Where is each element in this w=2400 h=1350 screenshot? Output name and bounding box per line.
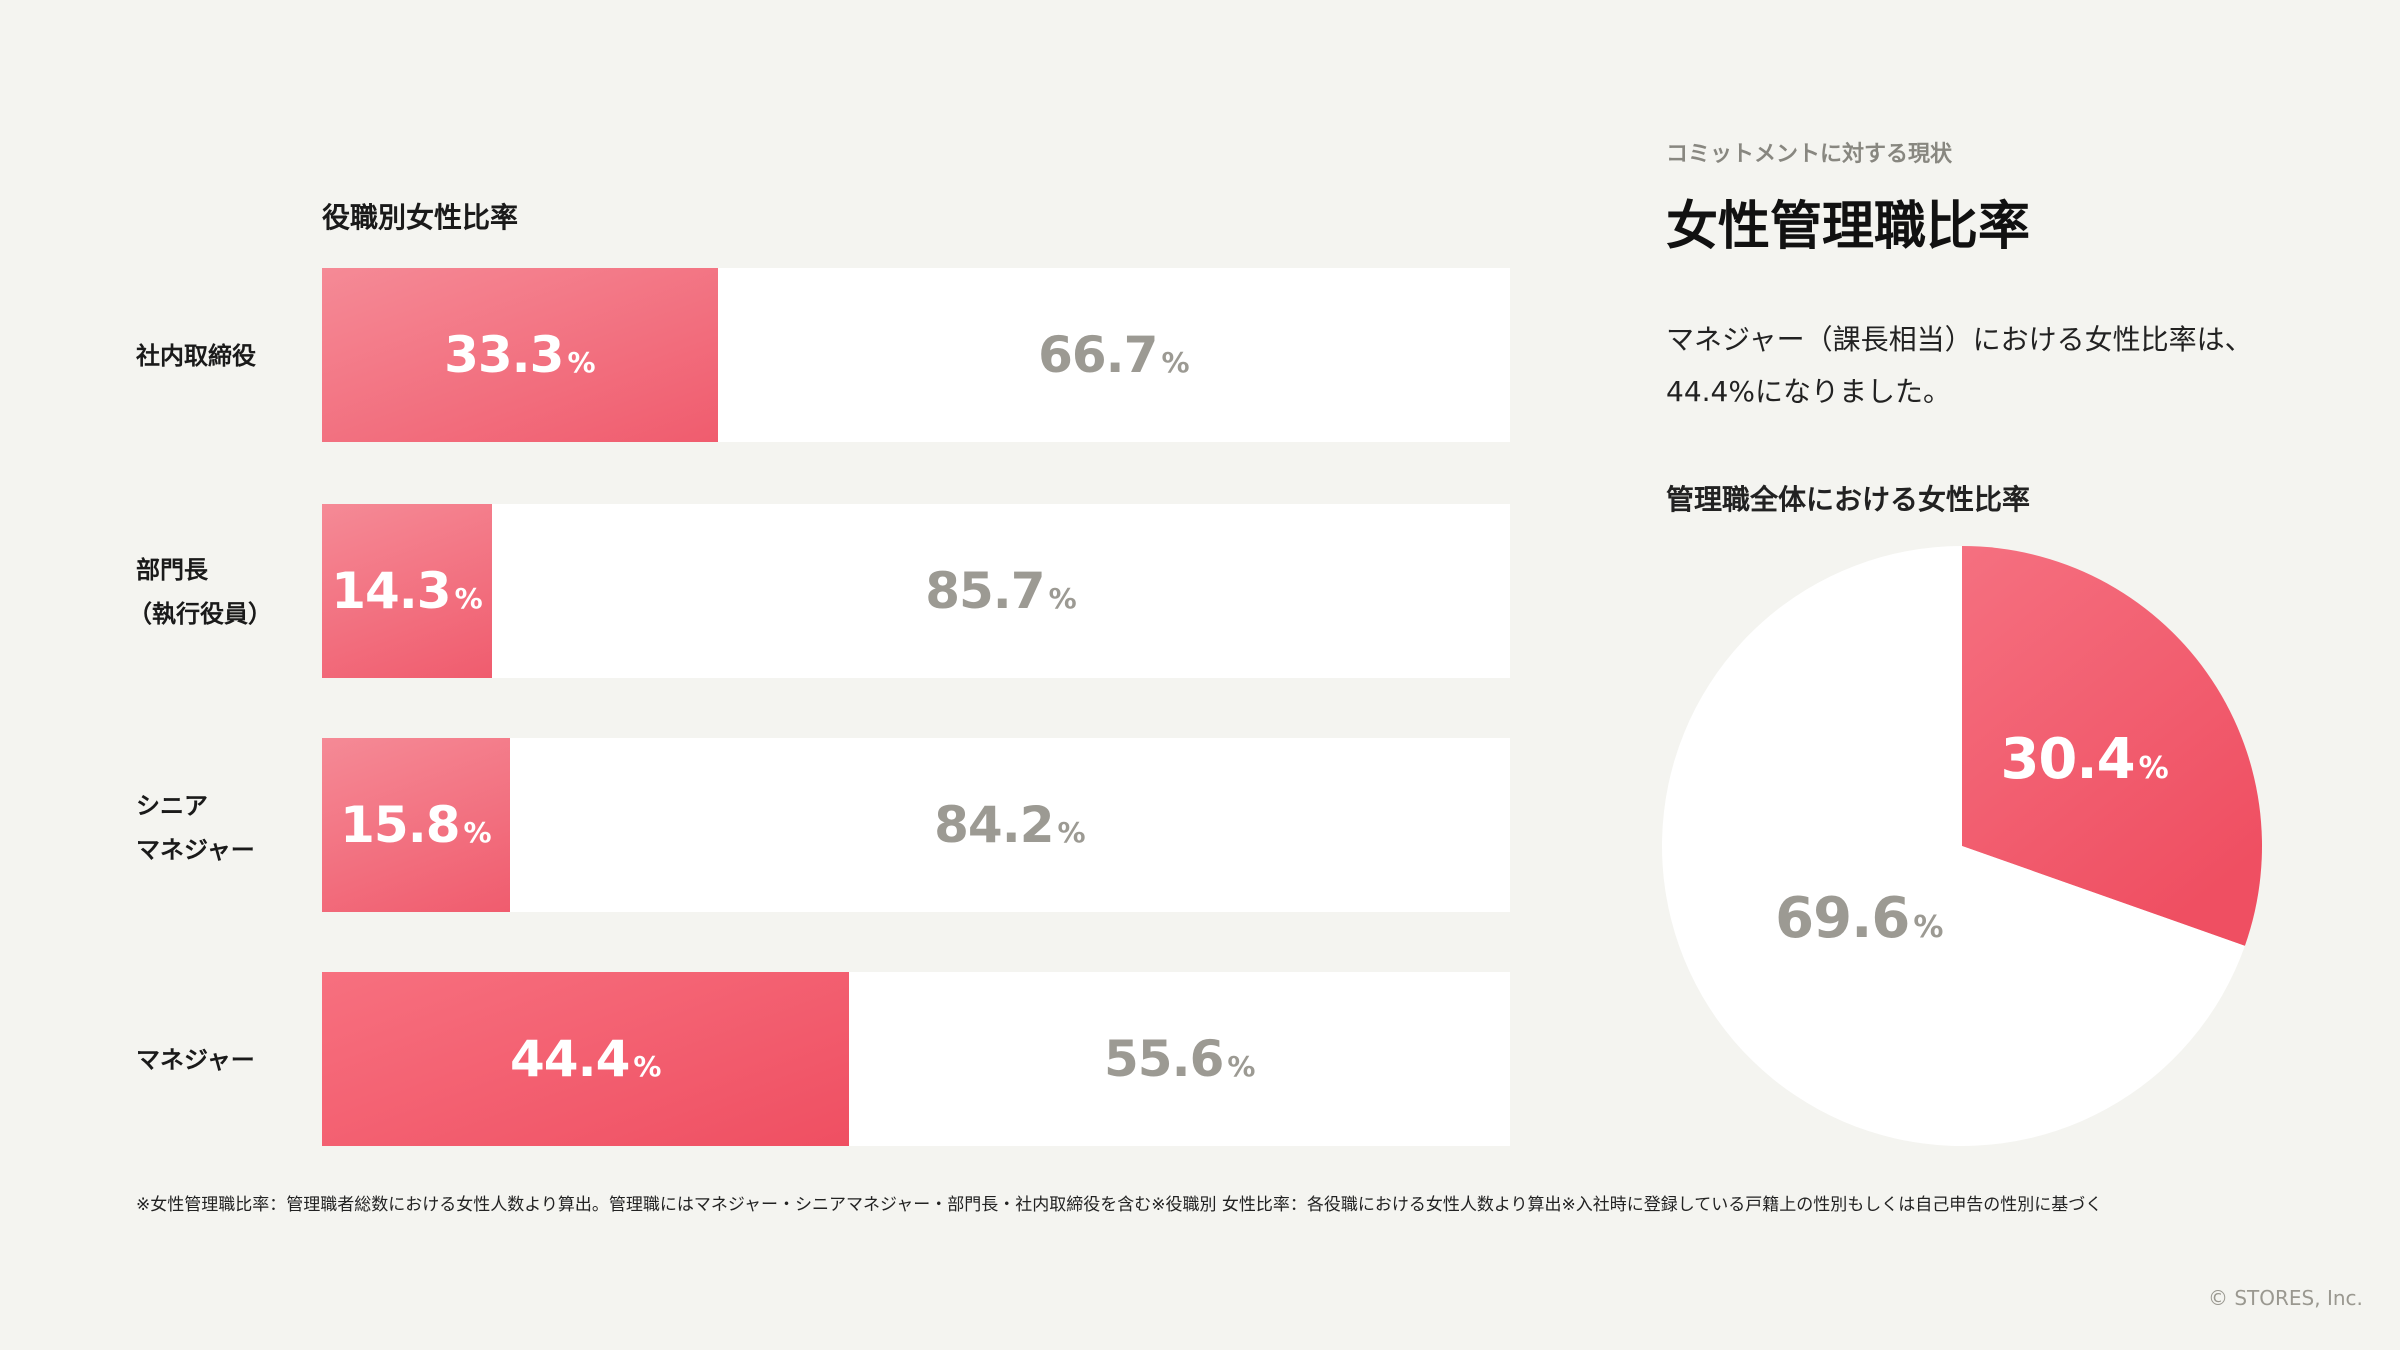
bar-female-3 (322, 972, 850, 1146)
pie-value-male: 69.6% (1775, 886, 1944, 952)
row-label-3-line-0: マネジャー (136, 1046, 255, 1074)
bar-chart-title: 役職別女性比率 (322, 201, 519, 234)
description: マネジャー（課長相当）における女性比率は、 44.4%になりました。 (1666, 314, 2253, 418)
value-female-2: 15.8% (340, 796, 492, 854)
pie-slice-female (1962, 546, 2262, 946)
row-label-3: マネジャー (136, 1038, 255, 1082)
bar-row-0: 33.3% 66.7% (322, 268, 1510, 442)
description-line-2: 44.4%になりました。 (1666, 375, 1951, 408)
value-male-2: 84.2% (934, 796, 1086, 854)
row-label-2-line-0: シニア (136, 792, 208, 820)
pie-slice-male (1662, 546, 2245, 1146)
value-female-3: 44.4% (510, 1030, 662, 1088)
copyright: © STORES, Inc. (2208, 1286, 2363, 1310)
value-female-1: 14.3% (331, 562, 483, 620)
row-label-2-line-1: マネジャー (136, 836, 255, 864)
pie-value-female: 30.4% (2000, 726, 2169, 792)
footnote: ※女性管理職比率：管理職者総数における女性人数より算出。管理職にはマネジャー・シ… (136, 1195, 2103, 1215)
row-label-2: シニア マネジャー (136, 784, 255, 872)
row-label-0: 社内取締役 (136, 334, 256, 378)
value-male-0: 66.7% (1038, 326, 1190, 384)
row-label-1-line-1: （執行役員） (128, 600, 272, 628)
bar-female-1 (322, 504, 492, 678)
row-label-0-line-0: 社内取締役 (136, 342, 256, 370)
bar-row-2: 15.8% 84.2% (322, 738, 1510, 912)
bar-row-1: 14.3% 85.7% (322, 504, 1510, 678)
row-label-1: 部門長 （執行役員） (128, 548, 272, 636)
description-line-1: マネジャー（課長相当）における女性比率は、 (1666, 323, 2253, 356)
bar-female-0 (322, 268, 718, 442)
page-title: 女性管理職比率 (1666, 197, 2031, 257)
bar-female-2 (322, 738, 510, 912)
section-subtitle: コミットメントに対する現状 (1666, 142, 1953, 167)
pie-chart-title: 管理職全体における女性比率 (1666, 483, 2031, 516)
value-male-1: 85.7% (925, 562, 1077, 620)
bar-row-3: 44.4% 55.6% (322, 972, 1510, 1146)
value-female-0: 33.3% (444, 326, 596, 384)
pie-chart (1662, 546, 2262, 1146)
row-label-1-line-0: 部門長 (136, 556, 208, 584)
value-male-3: 55.6% (1104, 1030, 1256, 1088)
